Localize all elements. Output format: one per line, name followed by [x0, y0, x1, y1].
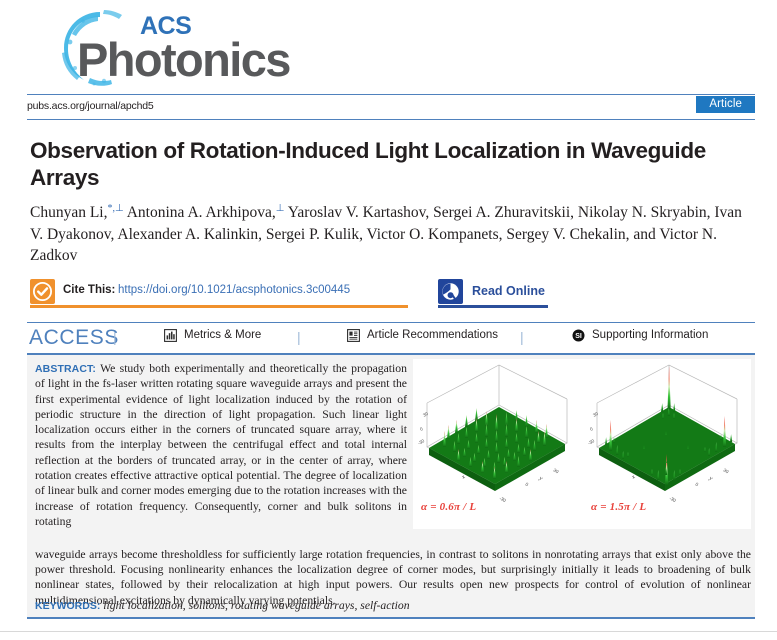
keywords-label: KEYWORDS:	[35, 599, 101, 612]
read-online-label[interactable]: Read Online	[472, 283, 545, 298]
running-head: pubs.acs.org/journal/apchd5 Article	[27, 94, 755, 120]
svg-text:0: 0	[695, 481, 700, 487]
svg-text:SI: SI	[575, 333, 582, 340]
axis-label-x: x	[630, 474, 636, 481]
access-label[interactable]: ACCESS	[29, 325, 119, 349]
panel-right-alpha-label: α = 1.5π / L	[591, 500, 647, 513]
metrics-and-more-link[interactable]: Metrics & More	[164, 328, 262, 342]
svg-text:-30: -30	[499, 495, 508, 503]
access-divider-2: |	[520, 328, 524, 345]
article-recommendations-icon	[347, 328, 360, 342]
author-marker-equal: ⊥	[275, 203, 285, 215]
svg-text:-30: -30	[417, 438, 426, 446]
page-bottom-rule	[0, 631, 777, 640]
keywords-row: KEYWORDS: light localization, solitons, …	[35, 599, 751, 612]
article-type-badge: Article	[696, 96, 755, 113]
metrics-and-more-label: Metrics & More	[184, 329, 262, 342]
acs-photonics-logo: ACS Photonics	[60, 6, 291, 90]
access-bar: ACCESS | Metrics & More |	[27, 321, 755, 355]
supporting-information-link[interactable]: SI Supporting Information	[572, 329, 708, 342]
journal-url[interactable]: pubs.acs.org/journal/apchd5	[27, 100, 154, 112]
logo-journal-name: Photonics	[77, 33, 291, 86]
supporting-information-icon: SI	[572, 329, 585, 342]
svg-text:0: 0	[419, 426, 424, 432]
doi-link[interactable]: https://doi.org/10.1021/acsphotonics.3c0…	[118, 283, 351, 296]
access-divider-0: |	[113, 328, 117, 345]
abstract-narrow-column: ABSTRACT: We study both experimentally a…	[35, 361, 407, 529]
cite-bar: Cite This: https://doi.org/10.1021/acsph…	[30, 278, 750, 313]
page-title: Observation of Rotation-Induced Light Lo…	[30, 138, 706, 191]
article-recommendations-label: Article Recommendations	[367, 329, 499, 342]
svg-text:0: 0	[525, 481, 530, 487]
abstract-block: ABSTRACT: We study both experimentally a…	[27, 354, 755, 619]
acs-swirl-icon	[62, 10, 122, 86]
author-line-3: Sergey V. Chekalin, and Victor N. Zadkov	[30, 225, 717, 265]
author-list: Chunyan Li,*,⊥ Antonina A. Arkhipova,⊥ Y…	[30, 202, 750, 266]
author-marker-corresponding: *,⊥	[107, 203, 124, 215]
svg-text:30: 30	[422, 410, 429, 417]
svg-text:30: 30	[592, 410, 599, 417]
abstract-body-part-1: We study both experimentally and theoret…	[35, 361, 407, 528]
author-line-1-c: Yaroslav V. Kartashov, Sergei A. Zhuravi…	[284, 204, 575, 222]
journal-masthead: ACS Photonics	[0, 0, 777, 94]
figure-panel-left: -30 0 30 -30 0 30 x y α = 0.6π / L	[413, 359, 581, 529]
svg-text:30: 30	[553, 467, 560, 474]
svg-text:0: 0	[589, 426, 594, 432]
axis-label-y: y	[707, 475, 713, 482]
article-recommendations-link[interactable]: Article Recommendations	[347, 328, 499, 342]
axis-label-x: x	[460, 474, 466, 481]
author-line-2: Nikolay N. Skryabin, Ivan V. Dyakonov, A…	[30, 204, 742, 243]
corner-mode-surface-plot: -30 0 30 -30 0 30 x y	[587, 364, 738, 503]
author-line-1-b: Antonina A. Arkhipova,	[123, 204, 276, 222]
cite-this-block: Cite This: https://doi.org/10.1021/acsph…	[30, 278, 408, 308]
abstract-wide-column: waveguide arrays become thresholdless fo…	[35, 547, 751, 607]
read-online-block[interactable]: Read Online	[438, 278, 548, 308]
svg-text:-30: -30	[669, 495, 678, 503]
svg-text:-30: -30	[587, 438, 596, 446]
author-line-1-a: Chunyan Li,	[30, 204, 108, 222]
supporting-information-label: Supporting Information	[592, 329, 709, 342]
access-divider-1: |	[297, 328, 301, 345]
bar-chart-icon	[164, 328, 177, 342]
logo-acs-text: ACS	[140, 12, 192, 40]
abstract-label: ABSTRACT:	[35, 362, 96, 375]
cite-this-label: Cite This:	[63, 283, 116, 296]
bulk-mode-surface-plot: -30 0 30 -30 0 30 x y	[417, 364, 568, 503]
axis-label-y: y	[537, 475, 543, 482]
check-circle-icon	[30, 278, 55, 304]
toc-figure: -30 0 30 -30 0 30 x y α = 0.6π / L	[413, 358, 751, 529]
svg-text:30: 30	[723, 467, 730, 474]
keywords-list: light localization, solitons, rotating w…	[103, 598, 410, 612]
figure-panel-right: -30 0 30 -30 0 30 x y α = 1.5π / L	[583, 359, 751, 529]
panel-left-alpha-label: α = 0.6π / L	[421, 500, 477, 513]
read-online-icon	[438, 278, 463, 304]
